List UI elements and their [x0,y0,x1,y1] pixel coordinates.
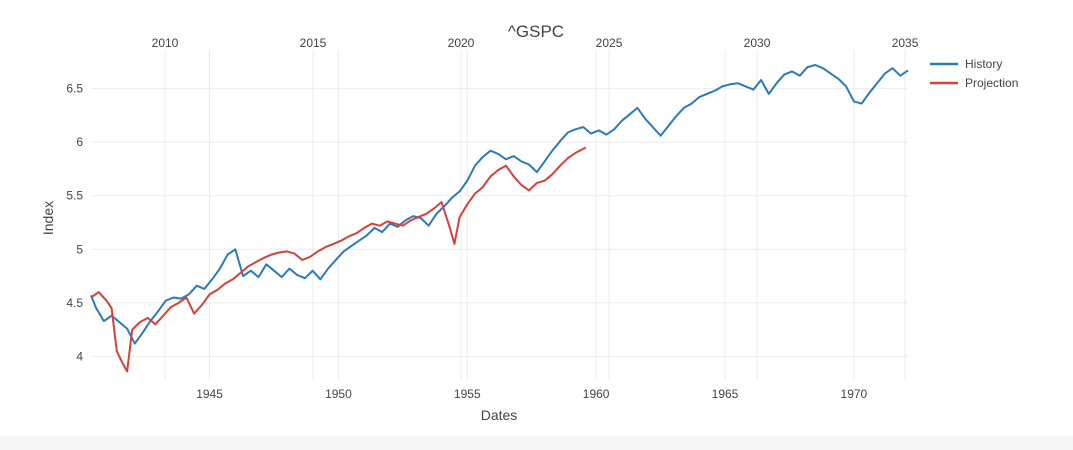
x-top-tick-label: 2015 [300,36,327,50]
x-axis-title: Dates [481,407,518,423]
x-axis-bottom-ticks: 1945 1950 1955 1960 1965 1970 [196,387,867,401]
x-bottom-tick-label: 1945 [196,387,223,401]
y-tick-label: 4 [76,349,83,363]
chart-title: ^GSPC [508,22,564,41]
page-footer-strip [0,436,1073,450]
x-top-tick-label: 2035 [892,36,919,50]
x-axis-top-ticks: 2010 2015 2020 2025 2030 2035 [152,36,919,50]
legend-label-projection: Projection [965,76,1018,90]
y-axis-title: Index [40,201,56,235]
x-top-tick-label: 2020 [448,36,475,50]
series-line-projection [90,146,587,373]
x-bottom-tick-label: 1950 [325,387,352,401]
y-axis-ticks: 4 4.5 5 5.5 6 6.5 [66,82,83,364]
legend: History Projection [930,57,1018,90]
x-bottom-tick-label: 1965 [712,387,739,401]
legend-label-history: History [965,57,1002,71]
grid [91,50,908,380]
y-tick-label: 4.5 [66,296,83,310]
x-bottom-tick-label: 1955 [454,387,481,401]
x-bottom-tick-label: 1970 [841,387,868,401]
series-lines [90,64,909,373]
y-tick-label: 6 [76,135,83,149]
y-tick-label: 5 [76,242,83,256]
x-top-tick-label: 2030 [744,36,771,50]
y-tick-label: 5.5 [66,189,83,203]
x-top-tick-label: 2010 [152,36,179,50]
x-bottom-tick-label: 1960 [583,387,610,401]
x-top-tick-label: 2025 [596,36,623,50]
series-line-history [90,64,909,345]
y-tick-label: 6.5 [66,82,83,96]
